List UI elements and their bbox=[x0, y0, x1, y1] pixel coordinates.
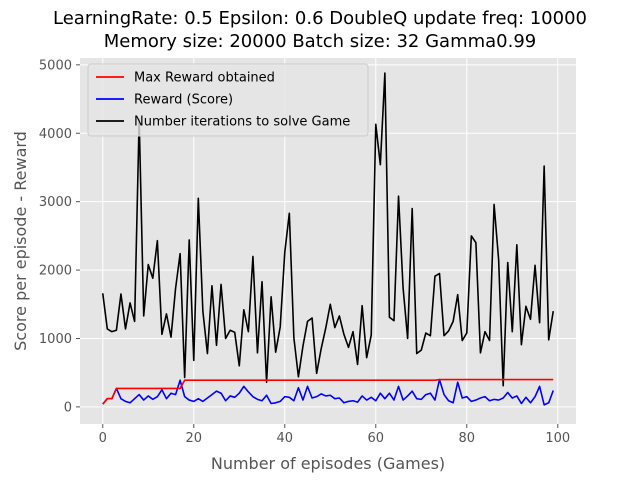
x-tick-label: 100 bbox=[545, 431, 570, 446]
legend-box bbox=[87, 63, 369, 137]
y-tick-label: 2000 bbox=[39, 264, 72, 279]
y-tick-label: 0 bbox=[64, 400, 72, 415]
x-tick-label: 40 bbox=[276, 431, 293, 446]
y-tick-label: 5000 bbox=[39, 58, 72, 73]
y-tick-label: 3000 bbox=[39, 195, 72, 210]
x-tick-label: 20 bbox=[185, 431, 202, 446]
x-tick-label: 80 bbox=[459, 431, 476, 446]
series-line-3 bbox=[101, 72, 555, 387]
y-tick-label: 1000 bbox=[39, 332, 72, 347]
legend-label-2: Reward (Score) bbox=[134, 93, 233, 108]
x-axis-label: Number of episodes (Games) bbox=[211, 454, 445, 473]
legend-label-1: Max Reward obtained bbox=[134, 71, 275, 86]
series-line-1 bbox=[102, 378, 554, 405]
x-tick-label: 0 bbox=[99, 431, 107, 446]
y-axis-label: Score per episode - Reward bbox=[11, 131, 30, 351]
y-tick-label: 4000 bbox=[39, 127, 72, 142]
series-line-2 bbox=[102, 378, 555, 406]
legend-label-3: Number iterations to solve Game bbox=[134, 115, 350, 130]
chart-title-line-2: Memory size: 20000 Batch size: 32 Gamma0… bbox=[103, 31, 537, 52]
chart-title-line-1: LearningRate: 0.5 Epsilon: 0.6 DoubleQ u… bbox=[53, 8, 587, 29]
x-tick-label: 60 bbox=[368, 431, 385, 446]
